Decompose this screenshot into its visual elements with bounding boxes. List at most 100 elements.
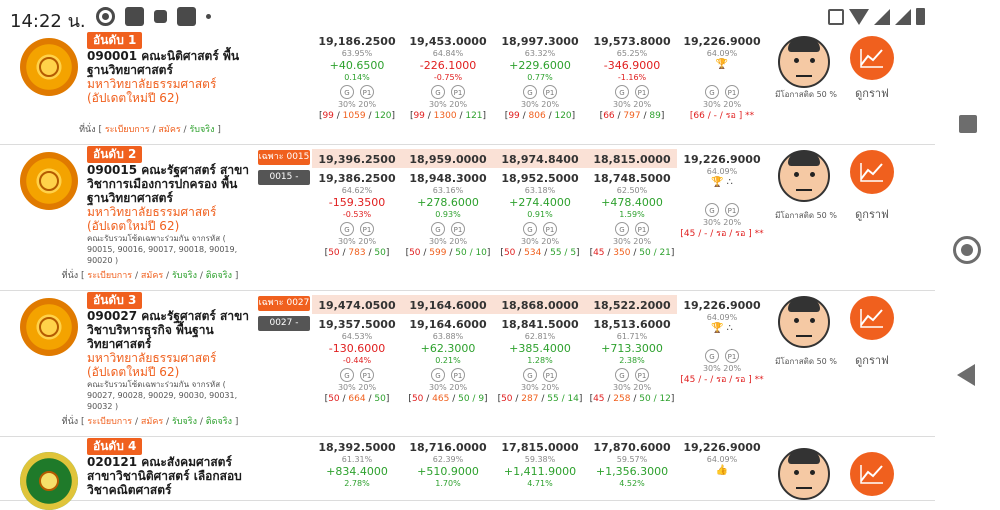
pat1-icon: P1 [725,203,739,217]
seat-count-part: 599 [429,248,447,258]
min-score-percent: 59.38% [524,455,556,464]
graph-button[interactable] [850,452,894,496]
seat-prefix: ที่นั่ง [ [61,271,88,281]
seat-count-part: 797 [623,111,641,121]
seat-link-3[interactable]: รับจริง [171,417,198,427]
graph-button[interactable] [850,150,894,194]
seat-count-part: / [423,394,433,404]
ranking-row[interactable]: อันดับ 1 090001 คณะนิติศาสตร์ พื้นฐานวิทย… [0,32,935,145]
seat-count-part: 99 [322,111,334,121]
min-score: 19,164.6000 [409,318,487,331]
seat-link-4[interactable]: ติดจริง [205,271,232,281]
seat-count-part: 50 [374,394,386,404]
seat-count-part: [ [318,111,323,121]
summary-seat-counts: [66 / - / รอ ] ** [689,111,755,121]
seat-link-2[interactable]: สมัคร [140,271,164,281]
seat-count-part: 50 [501,394,513,404]
trophy-icon: 🏆 ∴ [711,323,733,334]
seat-count-part: ] [486,248,491,258]
score-difference: +229.6000 [509,59,571,72]
trophy-icon: 🏆 [715,59,729,70]
seat-count-part: / [456,111,466,121]
seat-count-part: [ [599,111,604,121]
my-score-percent: 64.09% [706,167,738,176]
pat1-icon: P1 [451,222,465,236]
seat-count-part: 664 [348,394,366,404]
faculty-name[interactable]: 090001 คณะนิติศาสตร์ พื้นฐานวิทยาศาสตร์ [87,49,240,77]
seat-count-part: ] [482,111,487,121]
min-score-percent: 62.39% [432,455,464,464]
graph-button-label[interactable]: ดูกราฟ [855,87,889,100]
min-score: 17,815.0000 [501,441,579,454]
gat-pat-icons: G P1 [312,85,402,99]
seat-link-2[interactable]: สมัคร [158,125,181,135]
gat-icon: G [705,349,719,363]
face-eye-left [794,318,799,323]
seat-count-part: [ [409,111,414,121]
image-icon [125,7,144,26]
seat-count-part: / [545,111,555,121]
back-button[interactable] [957,364,975,386]
trophy-icon: 👍 [715,465,729,476]
score-column: 18,513.6000 61.71% +713.3000 2.38% G P1 30% 20… [587,318,677,405]
gat-icon: G [615,368,629,382]
recents-button[interactable] [959,115,977,133]
graph-button[interactable] [850,296,894,340]
rank-badge: อันดับ 1 [87,32,143,49]
pat1-icon: P1 [451,368,465,382]
seat-link-1[interactable]: ระเบียบการ [87,417,133,427]
seat-link-3[interactable]: รับจริง [171,271,198,281]
weight-percentages: 30% 20% [520,237,560,246]
home-button[interactable] [953,236,981,264]
ranking-row[interactable]: อันดับ 3 090027 คณะรัฐศาสตร์ สาขาวิชาบริห… [0,292,935,437]
gat-pat-icons: G P1 [312,222,402,236]
seat-count-part: 99 [508,111,520,121]
faculty-name[interactable]: 090015 คณะรัฐศาสตร์ สาขาวิชาการเมืองการป… [87,163,250,205]
seat-count-part: 465 [432,394,450,404]
pat1-icon: P1 [725,85,739,99]
min-score-percent: 63.32% [524,49,556,58]
seat-link-1[interactable]: ระเบียบการ [87,271,133,281]
score-difference-percent: 0.21% [435,356,461,365]
faculty-name[interactable]: 090027 คณะรัฐศาสตร์ สาขาวิชาบริหารธุรกิจ… [87,309,250,351]
pat1-icon: P1 [543,85,557,99]
seat-suffix: ] [231,271,239,281]
min-score: 19,453.0000 [409,35,487,48]
weight-percentages: 30% 20% [428,237,468,246]
graph-button-label[interactable]: ดูกราฟ [855,208,889,221]
faculty-name[interactable]: 020121 คณะสังคมศาสตร์ สาขาวิชานิติศาสตร์… [87,455,242,497]
specific-score-band [312,149,677,168]
seat-links: ที่นั่ง [ ระเบียบการ / สมัคร / รับจริง ] [30,122,270,136]
seat-separator: / [149,125,159,135]
gat-pat-icons: G P1 [677,85,767,99]
ranking-row[interactable]: อันดับ 4 020121 คณะสังคมศาสตร์ สาขาวิชานิ… [0,438,935,510]
gat-pat-icons: G P1 [677,349,767,363]
seat-link-1[interactable]: ระเบียบการ [104,125,150,135]
score-difference: +385.4000 [509,342,571,355]
graph-button-label[interactable]: ดูกราฟ [855,354,889,367]
graph-button[interactable] [850,36,894,80]
seat-separator: / [163,417,172,427]
seat-link-4[interactable]: ติดจริง [205,417,232,427]
score-difference-percent: -0.44% [342,356,372,365]
score-column: 19,453.0000 64.84% -226.1000 -0.75% G P1 30% 2… [403,35,493,122]
status-icons-right [828,8,925,25]
min-score: 18,748.5000 [593,172,671,185]
seat-counts: [50 / 465 / 50 / 9] [403,393,493,405]
seat-count-part: 121 [465,111,483,121]
seat-link-3[interactable]: รับจริง [189,125,215,135]
seat-link-2[interactable]: สมัคร [140,417,164,427]
my-score: 19,226.9000 [683,441,761,454]
score-difference-percent: 1.59% [619,210,645,219]
seat-separator: / [163,271,172,281]
score-column: 18,841.5000 62.81% +385.4000 1.28% G P1 30% 20… [495,318,585,405]
seat-count-part: ] [576,248,580,258]
gat-icon: G [340,368,354,382]
status-time: 14:22 น. [10,11,86,32]
score-column: 18,748.5000 62.50% +478.4000 1.59% G P1 30% 20… [587,172,677,259]
ranking-row[interactable]: อันดับ 2 090015 คณะรัฐศาสตร์ สาขาวิชาการเ… [0,146,935,291]
pat1-icon: P1 [543,222,557,236]
score-difference-percent: 1.70% [435,479,461,488]
chart-line-icon [860,309,883,328]
face-mouth [796,483,812,489]
